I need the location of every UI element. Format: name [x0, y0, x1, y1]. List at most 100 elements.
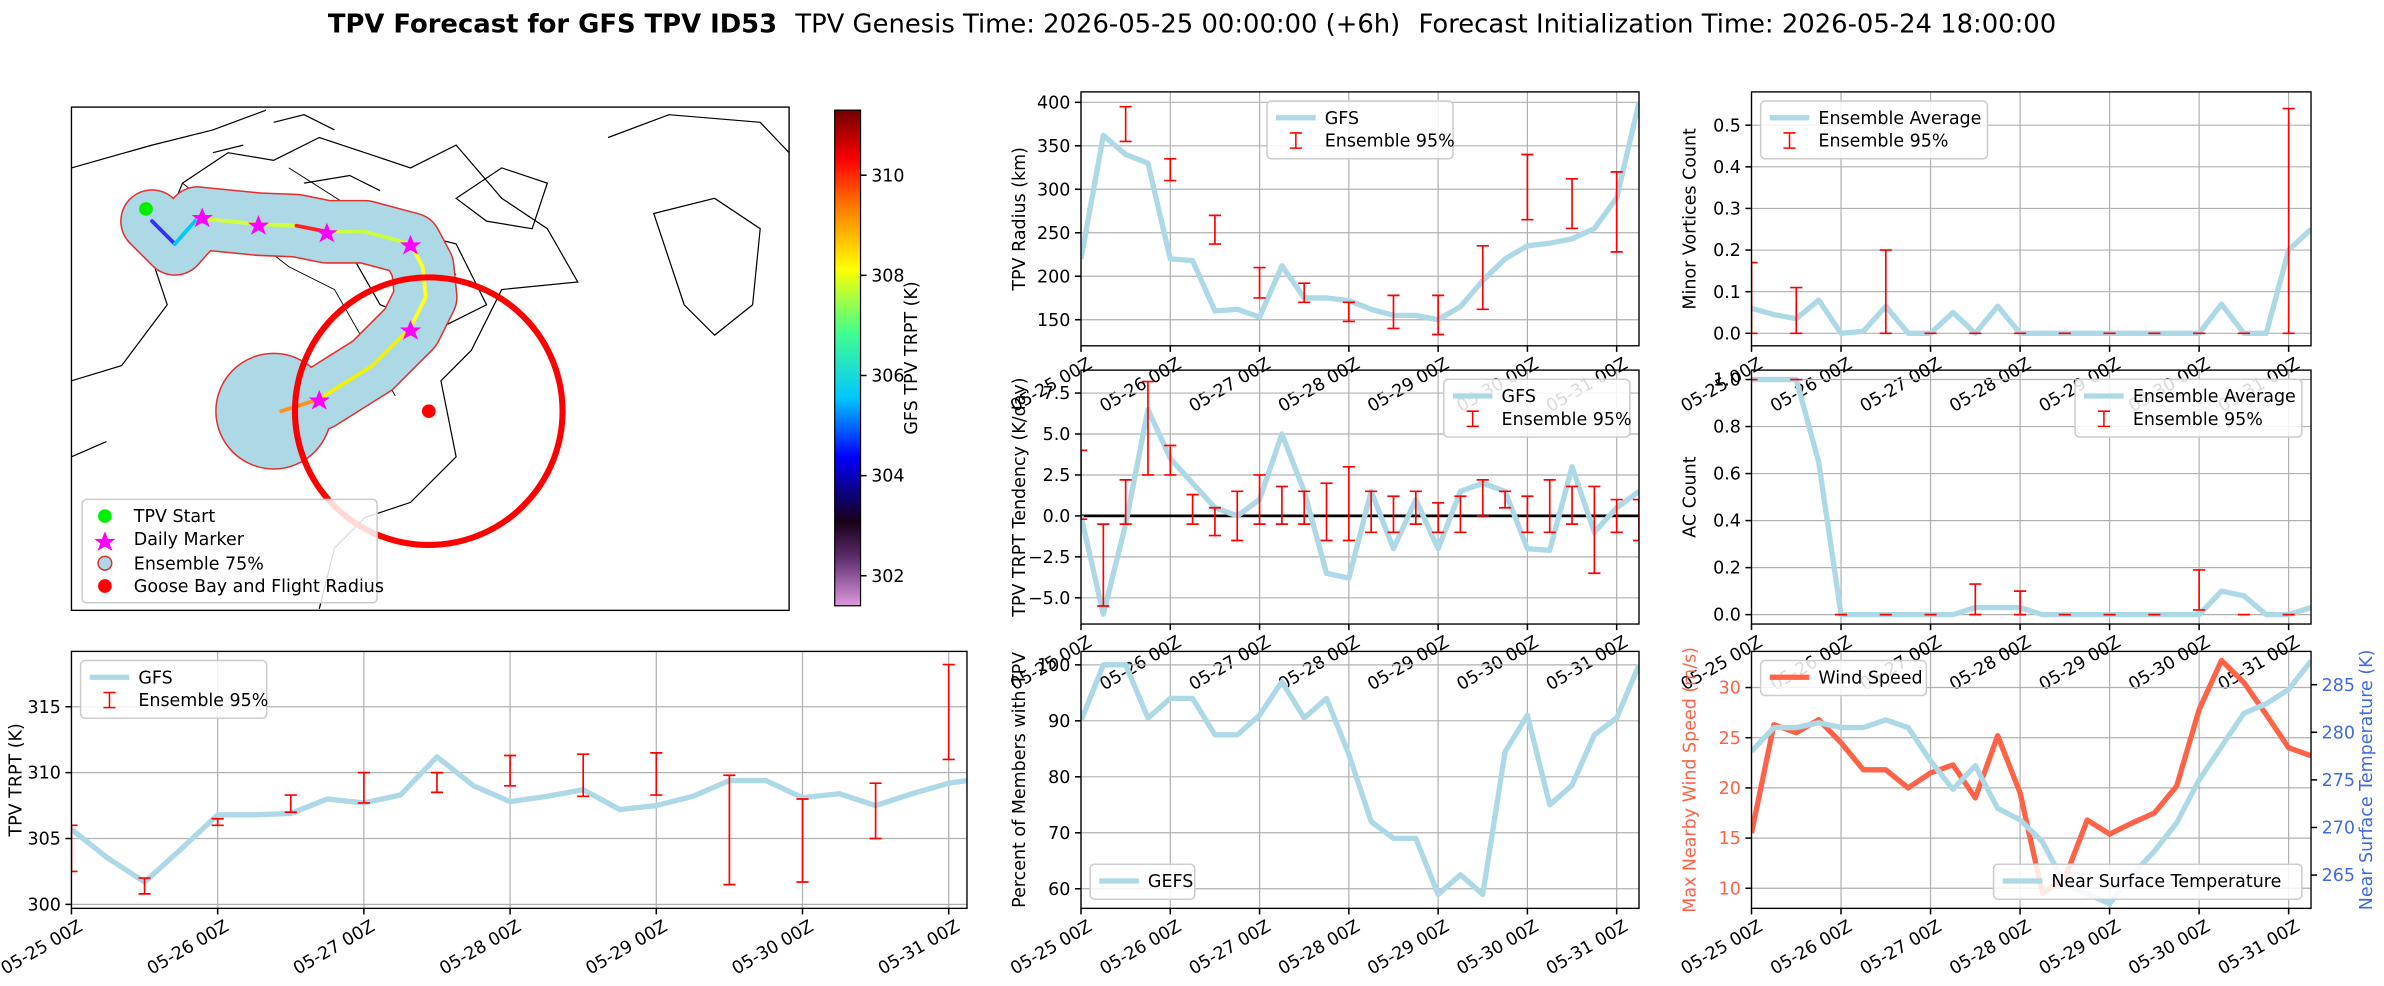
map: TPV Start Daily Marker Ensemble 75% Goos…	[70, 106, 922, 612]
series-line	[1751, 659, 2312, 907]
colorbar-tick-label: 302	[871, 567, 904, 587]
legend-label: Ensemble 75%	[134, 554, 264, 574]
error-bar	[1342, 301, 1355, 323]
y-tick-label: 70	[1048, 824, 1070, 844]
error-bar	[1081, 449, 1088, 521]
error-bar	[284, 794, 297, 813]
panel-frame	[70, 650, 968, 910]
error-bar	[1141, 380, 1155, 476]
y-axis-label: TPV Radius (km)	[1010, 147, 1030, 292]
figure-title: TPV Forecast for GFS TPV ID53 TPV Genesis…	[328, 10, 2056, 40]
x-tick-label: 05-30 00Z	[2125, 632, 2213, 695]
x-tick-label: 05-31 00Z	[1543, 632, 1631, 695]
error-bar	[2013, 590, 2027, 616]
y-axis-label: AC Count	[1680, 456, 1700, 537]
y-tick-label: 310	[27, 764, 60, 784]
y-tick-label: 0.2	[1713, 559, 1741, 579]
y-tick-label: 60	[1048, 880, 1070, 900]
y2-tick-label: 270	[2322, 819, 2355, 839]
goose-bay	[421, 404, 436, 419]
legend-label: Ensemble 95%	[138, 691, 268, 711]
x-tick-label: 05-29 00Z	[2036, 632, 2124, 695]
error-bar	[1632, 498, 1639, 542]
legend: GFS Ensemble 95%	[79, 659, 268, 720]
error-bar	[1610, 171, 1623, 253]
y-tick-label: 0.0	[1713, 324, 1741, 344]
x-tick-label: 05-28 00Z	[1275, 632, 1363, 695]
legend-swatch	[1783, 132, 1796, 149]
y-tick-label: 90	[1048, 712, 1070, 732]
y2-tick-label: 275	[2322, 771, 2355, 791]
y-tick-label: 0.1	[1713, 283, 1741, 303]
y-tick-label: 0.4	[1713, 158, 1741, 178]
y-tick-label: 2.5	[1043, 466, 1071, 486]
panel-frame	[1080, 369, 1640, 625]
x-tick-label: 05-29 00Z	[1364, 632, 1452, 695]
series-line	[1081, 662, 1639, 898]
legend-label: Ensemble 95%	[1818, 132, 1948, 152]
x-tick-label: 05-25 00Z	[1007, 917, 1095, 980]
data-layer	[1751, 376, 2312, 618]
map-legend: TPV Start Daily Marker Ensemble 75% Goos…	[81, 498, 384, 604]
legend-swatch	[98, 579, 112, 593]
x-tick-label: 05-27 00Z	[290, 917, 378, 980]
error-bar	[1610, 498, 1623, 534]
legend-label: Ensemble 95%	[1502, 410, 1632, 430]
track	[150, 216, 428, 414]
legend: Near Surface Temperature	[1992, 863, 2303, 900]
error-bar	[1387, 294, 1400, 330]
error-bar	[1588, 485, 1601, 575]
error-bar	[1751, 261, 1758, 335]
error-bar	[71, 824, 78, 873]
legend-swatch	[103, 691, 116, 709]
legend-label: Wind Speed	[1818, 668, 1922, 688]
y-tick-label: 0.4	[1713, 512, 1741, 532]
colorbar-tick-label: 306	[871, 367, 904, 387]
y-axis-label: Percent of Members with TPV	[1010, 652, 1030, 908]
panel-frame	[1750, 91, 2312, 347]
error-bar	[1342, 465, 1355, 542]
coast	[71, 109, 267, 169]
y-tick-label: 0.8	[1713, 418, 1741, 438]
x-tick-label: 05-30 00Z	[1454, 632, 1542, 695]
panel-frame	[1080, 91, 1640, 347]
x-tick-label: 05-31 00Z	[875, 917, 963, 980]
error-bar	[357, 771, 370, 804]
legend-label: Daily Marker	[134, 530, 245, 550]
error-bar	[1969, 583, 1982, 616]
x-tick-label: 05-30 00Z	[1454, 917, 1542, 980]
series-line	[1751, 657, 2312, 896]
x-tick-label: 05-26 00Z	[1767, 354, 1855, 417]
legend-box	[2074, 378, 2303, 438]
y-tick-label: 0.2	[1713, 241, 1741, 261]
x-tick-label: 05-27 00Z	[1186, 632, 1274, 695]
error-bar	[1231, 490, 1244, 542]
legend-box	[1759, 659, 1928, 697]
data-layer	[1081, 101, 1639, 336]
error-bar	[1119, 105, 1132, 143]
legend-label: GEFS	[1148, 872, 1193, 892]
y-tick-label: 0.5	[1713, 116, 1741, 136]
y-tick-label: 315	[27, 698, 60, 718]
legend: Wind Speed	[1759, 659, 1928, 697]
legend: Ensemble Average Ensemble 95%	[2074, 378, 2303, 438]
legend-swatch	[2097, 410, 2111, 428]
y2-tick-label: 285	[2322, 676, 2355, 696]
legend-label: Ensemble Average	[2133, 387, 2296, 407]
x-tick-label: 05-30 00Z	[729, 917, 817, 980]
x-tick-label: 05-26 00Z	[1097, 917, 1185, 980]
legend: GFS Ensemble 95%	[1266, 100, 1455, 160]
error-bar	[942, 663, 955, 761]
series-line	[1081, 406, 1639, 617]
x-tick-label: 05-28 00Z	[436, 917, 524, 980]
y-tick-label: 20	[1719, 779, 1741, 799]
error-bar	[504, 754, 517, 787]
y-axis-label: TPV TRPT (K)	[6, 723, 26, 837]
y2-tick-label: 265	[2322, 866, 2355, 886]
error-bar	[1879, 249, 1892, 335]
error-bar	[1543, 479, 1556, 534]
legend-box	[1992, 863, 2303, 900]
